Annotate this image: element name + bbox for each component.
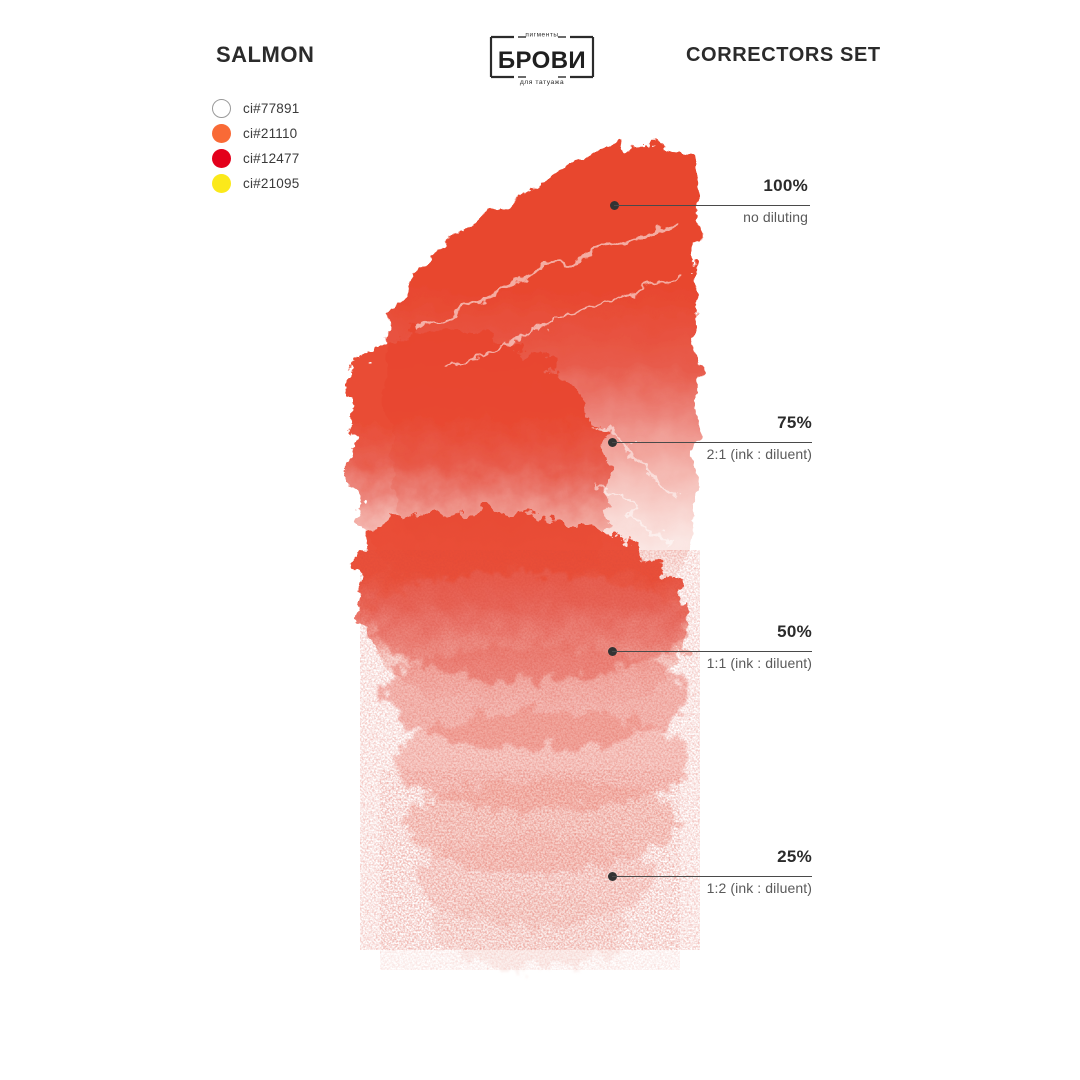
legend-item: ci#77891 bbox=[212, 96, 432, 121]
legend-item: ci#21110 bbox=[212, 121, 432, 146]
page-title: SALMON bbox=[216, 42, 315, 67]
legend-item-label: ci#21110 bbox=[243, 126, 298, 141]
logo-top-text: пигменты bbox=[525, 32, 558, 39]
callout-100: 100% no diluting bbox=[610, 176, 810, 236]
paint-swatch-artwork bbox=[300, 130, 760, 1040]
callout-ratio: 1:2 (ink : diluent) bbox=[706, 880, 812, 896]
callout-50: 50% 1:1 (ink : diluent) bbox=[608, 622, 812, 682]
callout-25: 25% 1:2 (ink : diluent) bbox=[608, 847, 812, 907]
color-swatch-icon bbox=[212, 174, 231, 193]
callout-percent: 25% bbox=[777, 847, 812, 866]
callout-ratio: no diluting bbox=[743, 209, 808, 225]
callout-percent: 100% bbox=[763, 176, 808, 195]
callout-leader-line bbox=[614, 205, 810, 206]
legend-item: ci#12477 bbox=[212, 146, 432, 171]
callout-leader-line bbox=[612, 876, 812, 877]
callout-leader-line bbox=[612, 651, 812, 652]
legend-item-label: ci#21095 bbox=[243, 176, 300, 191]
callout-75: 75% 2:1 (ink : diluent) bbox=[608, 413, 812, 473]
legend-item-label: ci#77891 bbox=[243, 101, 300, 116]
color-swatch-icon bbox=[212, 149, 231, 168]
callout-percent: 75% bbox=[777, 413, 812, 432]
legend-item-label: ci#12477 bbox=[243, 151, 300, 166]
logo-bottom-text: для татуажа bbox=[520, 79, 564, 86]
callout-leader-line bbox=[612, 442, 812, 443]
brand-logo: пигменты БРОВИ для татуажа bbox=[488, 28, 596, 86]
color-swatch-icon bbox=[212, 124, 231, 143]
header: SALMON CORRECTORS SET bbox=[0, 0, 1080, 100]
logo-brand-text: БРОВИ bbox=[498, 47, 586, 74]
callout-percent: 50% bbox=[777, 622, 812, 641]
collection-title: CORRECTORS SET bbox=[686, 44, 881, 66]
callout-ratio: 2:1 (ink : diluent) bbox=[706, 446, 812, 462]
callout-ratio: 1:1 (ink : diluent) bbox=[706, 655, 812, 671]
legend-item: ci#21095 bbox=[212, 171, 432, 196]
pigment-legend: ci#77891 ci#21110 ci#12477 ci#21095 bbox=[212, 96, 432, 196]
color-swatch-icon bbox=[212, 99, 231, 118]
